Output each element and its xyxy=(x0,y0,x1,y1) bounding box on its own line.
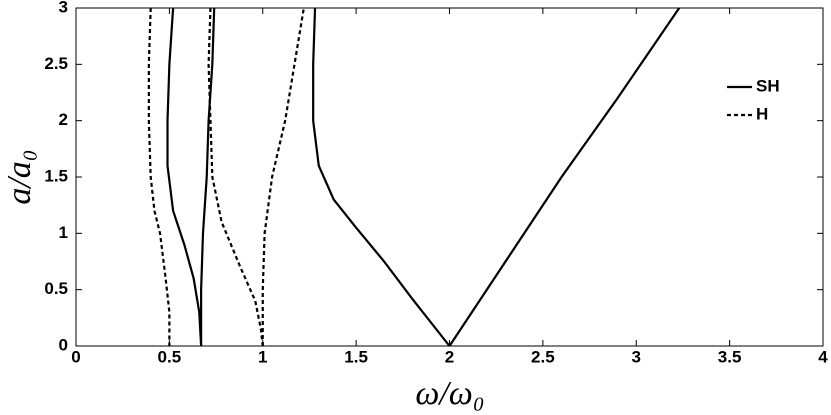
curve xyxy=(166,7,203,347)
curve xyxy=(207,7,264,347)
x-tick-label: 2 xyxy=(445,347,454,366)
x-tick-label: 1.5 xyxy=(344,347,368,366)
curve xyxy=(448,7,681,347)
x-tick-label: 4 xyxy=(818,347,828,366)
y-tick-label: 1 xyxy=(59,223,68,242)
x-tick-label: 3.5 xyxy=(718,347,742,366)
legend-label: SH xyxy=(756,76,780,95)
x-tick-label: 0 xyxy=(71,347,80,366)
x-tick-label: 3 xyxy=(632,347,641,366)
x-tick-label: 1 xyxy=(258,347,267,366)
legend-label: H xyxy=(756,104,768,123)
y-tick-label: 0.5 xyxy=(44,279,68,298)
y-tick-label: 2 xyxy=(59,110,68,129)
curve xyxy=(147,7,171,346)
x-tick-label: 0.5 xyxy=(158,347,182,366)
curve xyxy=(312,7,451,347)
plot-frame xyxy=(75,7,824,347)
x-tick-label: 2.5 xyxy=(531,347,555,366)
x-axis-label: ω/ω₀ xyxy=(415,375,484,412)
y-tick-label: 3 xyxy=(59,0,68,16)
y-tick-label: 1.5 xyxy=(44,166,68,185)
curve xyxy=(261,7,305,346)
y-tick-label: 0 xyxy=(59,335,68,354)
y-tick-label: 2.5 xyxy=(44,54,68,73)
curve xyxy=(200,7,216,346)
y-axis-label: a/a₀ xyxy=(1,149,38,204)
